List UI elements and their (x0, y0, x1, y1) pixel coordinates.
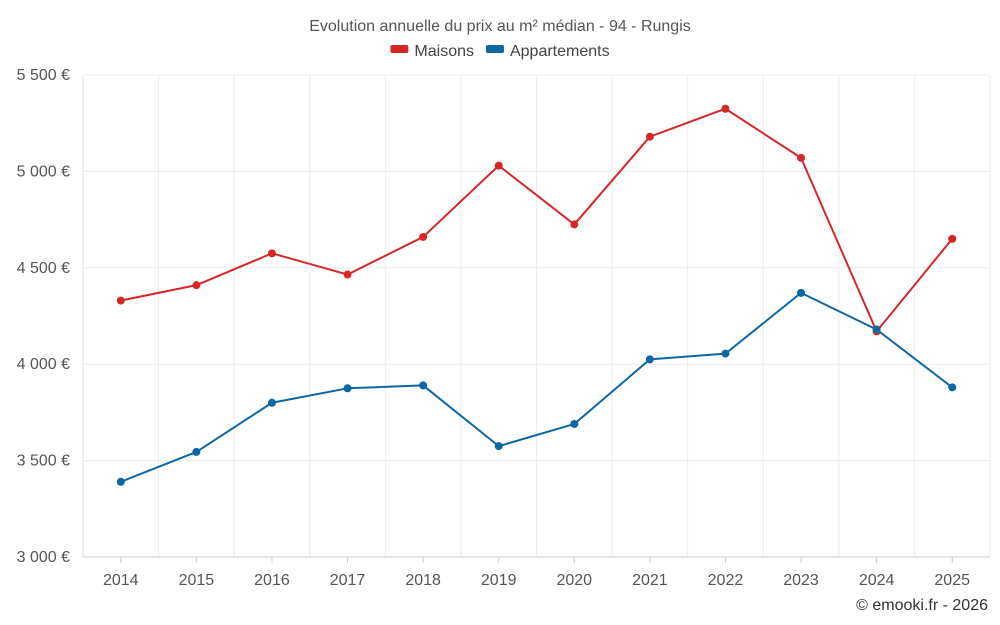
x-tick-label: 2016 (254, 572, 290, 589)
data-point[interactable] (797, 153, 806, 162)
legend-item-maisons[interactable]: Maisons (390, 43, 474, 60)
data-point[interactable] (267, 249, 276, 258)
data-point[interactable] (267, 398, 276, 407)
legend-swatch (390, 45, 409, 53)
x-tick-label: 2014 (103, 572, 139, 589)
data-point[interactable] (116, 296, 125, 305)
data-point[interactable] (570, 419, 579, 428)
x-tick-label: 2021 (632, 572, 668, 589)
data-point[interactable] (494, 442, 503, 451)
x-tick-label: 2023 (783, 572, 819, 589)
legend-label: Appartements (510, 43, 610, 60)
legend[interactable]: Maisons Appartements (390, 43, 610, 60)
data-point[interactable] (192, 281, 201, 290)
credit-text: © emooki.fr - 2026 (856, 597, 988, 614)
series-maisons (116, 104, 957, 336)
legend-label: Maisons (414, 43, 474, 60)
x-tick-label: 2024 (859, 572, 895, 589)
data-point[interactable] (419, 232, 428, 241)
series-line (120, 291, 953, 483)
x-tick-label: 2019 (481, 572, 517, 589)
data-point[interactable] (872, 325, 881, 334)
x-tick-label: 2020 (556, 572, 592, 589)
y-tick-label: 3 000 € (17, 549, 70, 566)
data-point[interactable] (494, 161, 503, 170)
y-tick-label: 3 500 € (17, 453, 70, 470)
data-point[interactable] (645, 355, 654, 364)
y-tick-label: 4 500 € (17, 260, 70, 277)
data-point[interactable] (570, 220, 579, 229)
x-tick-label: 2017 (330, 572, 366, 589)
y-axis: 3 000 € 3 500 € 4 000 € 4 500 € 5 000 € 5 500… (17, 67, 84, 566)
chart-title: Evolution annuelle du prix au m² médian … (309, 18, 691, 35)
data-point[interactable] (192, 447, 201, 456)
data-point[interactable] (419, 381, 428, 390)
series-appartements (116, 288, 957, 486)
data-point[interactable] (721, 349, 730, 358)
series-line (120, 107, 953, 333)
data-point[interactable] (948, 234, 957, 243)
data-point[interactable] (343, 270, 352, 279)
x-tick-label: 2015 (179, 572, 215, 589)
data-point[interactable] (797, 288, 806, 297)
legend-item-appartements[interactable]: Appartements (485, 43, 610, 60)
x-axis: 2014 2015 2016 2017 2018 2019 2020 2021 2022 2023… (83, 556, 990, 589)
grid (82, 74, 991, 558)
data-point[interactable] (116, 477, 125, 486)
series-layer (116, 104, 957, 486)
data-point[interactable] (948, 383, 957, 392)
y-tick-label: 5 000 € (17, 163, 70, 180)
x-tick-label: 2022 (708, 572, 744, 589)
y-tick-label: 5 500 € (17, 67, 70, 84)
data-point[interactable] (645, 132, 654, 141)
y-tick-label: 4 000 € (17, 356, 70, 373)
x-tick-label: 2025 (934, 572, 970, 589)
data-point[interactable] (343, 384, 352, 393)
data-point[interactable] (721, 104, 730, 113)
legend-swatch (485, 45, 504, 53)
x-tick-label: 2018 (405, 572, 441, 589)
